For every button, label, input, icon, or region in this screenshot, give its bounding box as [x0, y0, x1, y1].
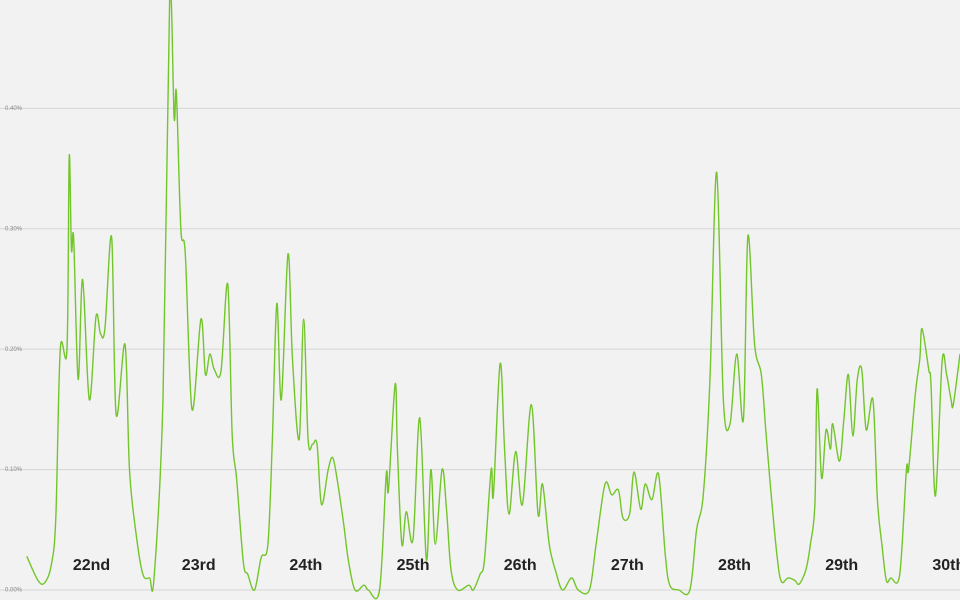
data-line [26, 0, 960, 600]
day-label: 22nd [73, 557, 110, 574]
y-tick-label: 0.00% [5, 588, 23, 594]
y-tick-label: 0.30% [5, 226, 23, 232]
day-label: 27th [611, 557, 644, 574]
y-tick-label: 0.10% [5, 467, 23, 473]
y-tick-label: 0.40% [5, 106, 23, 112]
day-label: 28th [718, 557, 751, 574]
day-label: 25th [397, 557, 430, 574]
day-label: 24th [289, 557, 322, 574]
day-label: 29th [825, 557, 858, 574]
day-label: 30th [932, 557, 960, 574]
day-label: 23rd [182, 557, 216, 574]
y-tick-label: 0.20% [5, 347, 23, 353]
day-label: 26th [504, 557, 537, 574]
